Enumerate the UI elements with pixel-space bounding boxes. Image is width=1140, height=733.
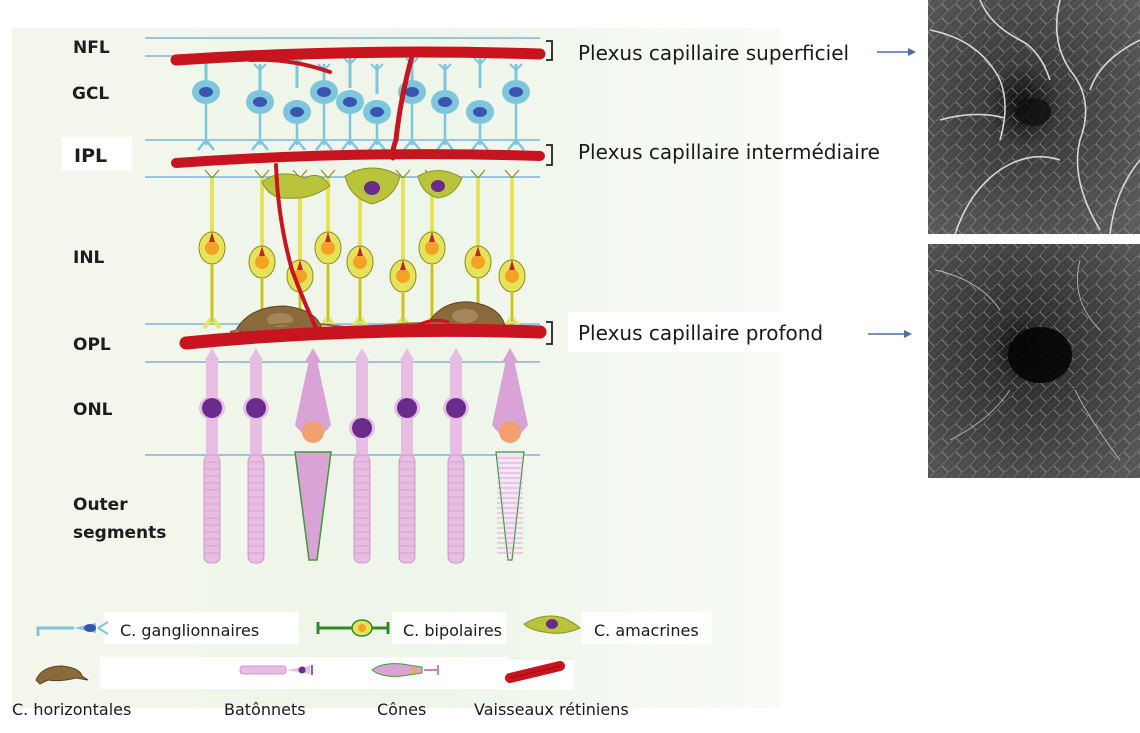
retinal-vessels: [170, 46, 547, 350]
rod-cell: [199, 348, 225, 564]
legend-icon-vessel: [505, 661, 565, 683]
vessel-intermediate: [171, 149, 545, 168]
oct-image-deep: [928, 244, 1140, 478]
legend-icon-amacrine: [523, 615, 581, 634]
vessel-intermediate-branch: [228, 153, 282, 162]
bipolar-cell: [198, 169, 226, 330]
rod-cell: [394, 348, 420, 564]
legend-label-ganglion: C. ganglionnaires: [120, 621, 259, 640]
legend-label-cones: Cônes: [377, 700, 426, 719]
legend-icon-ganglion: [36, 621, 109, 636]
vessel-deep-branch: [408, 318, 450, 332]
vessel-vertical-deep: [274, 163, 320, 334]
amacrine-nucleus: [431, 180, 445, 192]
legend-box-bipolar: [392, 612, 506, 644]
legend-icon-horizontal: [35, 665, 89, 685]
legend-label-bipolar: C. bipolaires: [403, 621, 502, 640]
vessel-deep: [179, 323, 547, 350]
rod-cell: [349, 348, 375, 564]
legend-icon-rod: [239, 665, 313, 675]
bipolar-cell: [464, 169, 492, 330]
layer-label-inl: INL: [73, 248, 105, 268]
ganglion-cell: [466, 57, 494, 151]
legend-icon-bipolar: [316, 619, 390, 637]
plexus-label-superficial: Plexus capillaire superficiel: [578, 41, 849, 65]
legend-label-vessels: Vaisseaux rétiniens: [474, 700, 629, 719]
layer-label-gcl: GCL: [72, 84, 109, 104]
layer-label-outer: Outer: [73, 495, 128, 515]
layer-labels: NFL GCL IPL INL OPL ONL Outer segments: [62, 38, 166, 543]
plexus-label-intermediate: Plexus capillaire intermédiaire: [578, 140, 880, 164]
legend-label-amacrine: C. amacrines: [594, 621, 699, 640]
photoreceptors: [199, 348, 528, 564]
ganglion-cell: [310, 63, 338, 151]
legend: C. ganglionnaires C. bipolaires C. amacr…: [12, 612, 712, 719]
plexus-arrows: [868, 48, 916, 338]
oct-image-superficial: [928, 0, 1140, 235]
layer-label-nfl: NFL: [73, 38, 110, 58]
ganglion-cell: [363, 63, 391, 151]
plexus-brackets: [546, 40, 553, 345]
ganglion-cell: [502, 63, 530, 151]
legend-icon-cone: [371, 663, 439, 677]
rod-cell: [443, 348, 469, 564]
cone-cell: [492, 348, 528, 561]
amacrine-nucleus: [364, 181, 380, 195]
legend-label-horizontal: C. horizontales: [12, 700, 131, 719]
layer-label-segments: segments: [73, 523, 166, 543]
legend-label-rods: Batônnets: [224, 700, 306, 719]
bracket-intermediate: [546, 144, 553, 166]
plexus-labels: Plexus capillaire superficiel Plexus cap…: [568, 41, 880, 352]
layer-label-ipl: IPL: [74, 145, 107, 167]
vessel-superficial-branch: [248, 57, 332, 74]
bracket-deep: [546, 321, 553, 345]
rod-cell: [243, 348, 269, 564]
bracket-superficial: [546, 40, 553, 61]
layer-label-onl: ONL: [73, 400, 113, 420]
legend-box-amacrine: [582, 612, 712, 644]
horizontal-nucleus: [452, 309, 478, 323]
layer-label-opl: OPL: [73, 335, 111, 355]
legend-box-ganglion: [104, 612, 299, 644]
arrow-superficial-head: [908, 48, 916, 56]
amacrine-cells: [261, 167, 463, 205]
cone-cell: [294, 348, 332, 561]
arrow-deep-head: [904, 330, 912, 338]
ganglion-cell: [336, 57, 364, 151]
deep-label-box: [568, 312, 848, 352]
ganglion-cell: [431, 63, 459, 151]
plexus-label-deep: Plexus capillaire profond: [578, 321, 823, 345]
vessel-superficial: [170, 46, 546, 66]
ipl-label-box: [62, 137, 132, 171]
ganglion-cell: [246, 63, 274, 151]
